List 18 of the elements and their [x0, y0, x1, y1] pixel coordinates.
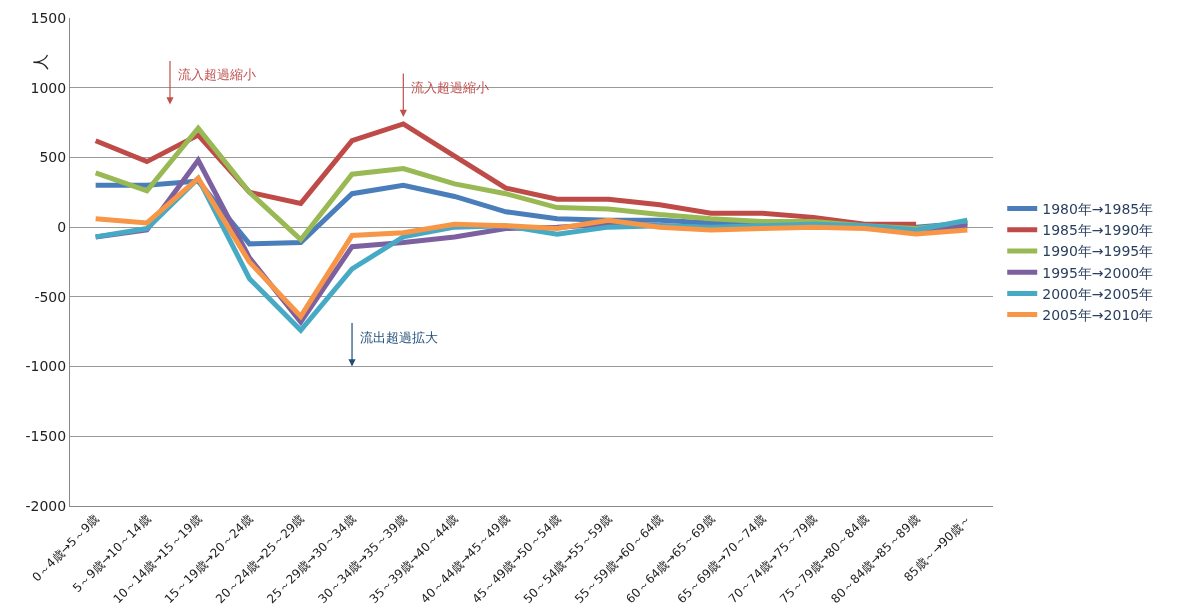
legend-label: 1990年→1995年: [1042, 243, 1154, 260]
y-tick-label: -1000: [25, 358, 67, 375]
legend-label: 1985年→1990年: [1042, 222, 1154, 239]
y-tick-label: -1500: [25, 428, 67, 445]
annotation: 流入超過縮小: [411, 80, 489, 95]
y-tick-label: 1500: [30, 9, 67, 26]
y-axis-title: 人: [30, 54, 50, 71]
y-tick-label: 1000: [30, 79, 67, 96]
legend-label: 2000年→2005年: [1042, 285, 1154, 302]
y-tick-label: -2000: [25, 497, 67, 514]
legend-label: 1980年→1985年: [1042, 201, 1154, 218]
y-tick-label: -500: [34, 288, 67, 305]
legend-label: 2005年→2010年: [1042, 307, 1154, 324]
annotation: 流入超過縮小: [178, 67, 256, 82]
legend-label: 1995年→2000年: [1042, 264, 1154, 281]
annotation: 流出超過拡大: [360, 330, 438, 345]
y-tick-label: 500: [39, 149, 67, 166]
y-tick-label: 0: [57, 219, 67, 236]
